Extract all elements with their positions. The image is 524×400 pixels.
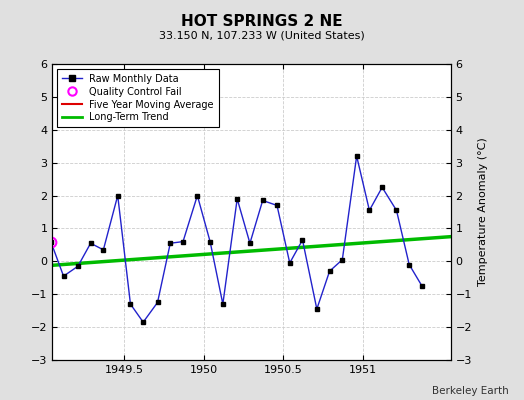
Text: HOT SPRINGS 2 NE: HOT SPRINGS 2 NE	[181, 14, 343, 29]
Text: Berkeley Earth: Berkeley Earth	[432, 386, 508, 396]
Y-axis label: Temperature Anomaly (°C): Temperature Anomaly (°C)	[477, 138, 487, 286]
Legend: Raw Monthly Data, Quality Control Fail, Five Year Moving Average, Long-Term Tren: Raw Monthly Data, Quality Control Fail, …	[57, 69, 219, 127]
Text: 33.150 N, 107.233 W (United States): 33.150 N, 107.233 W (United States)	[159, 30, 365, 40]
